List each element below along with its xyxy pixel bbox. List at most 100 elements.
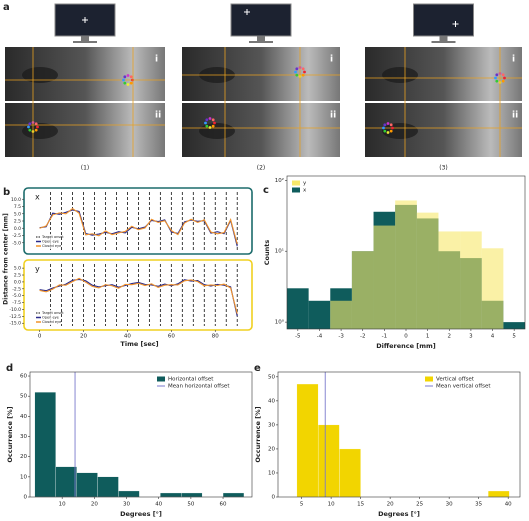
y-tick-label: 20 xyxy=(268,446,275,452)
histogram-bar xyxy=(487,490,510,498)
histogram-bar xyxy=(287,288,309,329)
subplot-label: y xyxy=(35,265,40,274)
y-tick-label: -5.0 xyxy=(12,293,21,299)
histogram-bar xyxy=(76,472,98,498)
y-tick-label: 40 xyxy=(20,414,27,420)
marker-dot xyxy=(295,67,299,71)
y-tick-label: 10.0 xyxy=(11,197,21,203)
monitor-base xyxy=(249,41,273,43)
series-line xyxy=(39,277,238,314)
x-tick-label: 10 xyxy=(328,502,335,508)
legend-label: y xyxy=(303,181,307,187)
y-tick-label: -12.5 xyxy=(9,314,21,320)
legend-swatch xyxy=(292,180,300,186)
x-tick-label: 50 xyxy=(187,502,194,508)
row-label: i xyxy=(155,55,158,65)
eye xyxy=(22,67,58,83)
x-tick-label: 20 xyxy=(387,502,394,508)
x-tick-label: 40 xyxy=(155,502,162,508)
series-line xyxy=(39,278,238,317)
row-label: i xyxy=(330,55,333,65)
eye xyxy=(382,123,418,139)
x-tick-label: 3 xyxy=(469,334,473,340)
legend-label: Closed eye xyxy=(42,320,61,324)
target-cross xyxy=(82,17,88,23)
marker-dot xyxy=(503,76,506,80)
marker-dot xyxy=(131,78,134,82)
histogram-bar xyxy=(97,476,119,498)
target-cross xyxy=(244,9,250,15)
histogram-bar xyxy=(181,492,203,498)
x-tick-label: -5 xyxy=(295,334,301,340)
marker-dot xyxy=(204,121,207,125)
marker-dot xyxy=(294,70,297,74)
monitor-stand xyxy=(257,36,265,41)
x-tick-label: -3 xyxy=(338,334,344,340)
x-tick-label: 80 xyxy=(212,334,219,340)
marker-dot xyxy=(34,122,38,126)
y-axis-label: Occurrence [%] xyxy=(6,406,14,462)
y-tick-label: -10.0 xyxy=(9,307,21,313)
y-axis-label: Distance from center [mm] xyxy=(3,213,10,305)
histogram-bar xyxy=(34,392,56,498)
marker-dot xyxy=(129,75,133,79)
legend-label: Target onset xyxy=(41,235,64,239)
marker-dot xyxy=(383,129,387,133)
legend-label: x xyxy=(303,188,307,194)
histogram-bar xyxy=(330,300,352,329)
y-tick-label: 30 xyxy=(268,422,275,428)
marker-dot xyxy=(36,125,39,129)
x-tick-label: 40 xyxy=(124,334,131,340)
legend-label: Horizontal offset xyxy=(168,377,214,383)
histogram-bar xyxy=(296,383,319,498)
x-tick-label: -1 xyxy=(382,334,387,340)
marker-dot xyxy=(208,117,212,120)
legend-label: Open eye xyxy=(42,240,59,244)
legend-label: Vertical offset xyxy=(436,377,475,383)
row-label: ii xyxy=(330,111,336,121)
marker-dot xyxy=(495,73,499,77)
x-tick-label: -4 xyxy=(317,334,323,340)
marker-dot xyxy=(126,74,130,77)
marker-dot xyxy=(205,124,209,128)
y-tick-label: 10 xyxy=(20,474,27,480)
histogram-bar xyxy=(118,490,140,498)
plot-frame xyxy=(277,371,521,498)
x-tick-label: 20 xyxy=(91,502,98,508)
monitor-stand xyxy=(439,36,448,41)
y-tick-label: 20 xyxy=(20,454,27,460)
marker-dot xyxy=(389,123,393,127)
histogram-bar xyxy=(317,424,340,498)
x-tick-label: 40 xyxy=(505,502,512,508)
x-axis-label: Difference [mm] xyxy=(376,342,436,350)
series-line xyxy=(39,207,238,245)
y-tick-label: 10² xyxy=(275,177,284,184)
legend-label: Closed eye xyxy=(42,244,61,248)
marker-dot xyxy=(129,81,133,85)
y-axis-label: Counts xyxy=(263,240,271,266)
y-tick-label: 40 xyxy=(268,398,275,404)
histogram-bar xyxy=(438,231,461,329)
x-tick-label: 60 xyxy=(220,502,227,508)
monitor-base xyxy=(431,41,456,43)
histogram-bar xyxy=(308,300,331,329)
y-tick-label: 30 xyxy=(20,434,27,440)
histogram-bar xyxy=(481,248,504,329)
marker-dot xyxy=(382,126,385,130)
histogram-bar xyxy=(351,251,374,329)
eye xyxy=(382,67,418,83)
y-tick-label: 7.5 xyxy=(14,204,21,210)
marker-dot xyxy=(494,76,497,80)
x-tick-label: -2 xyxy=(360,334,365,340)
histogram-bar xyxy=(55,466,77,498)
y-tick-label: -7.5 xyxy=(12,300,21,306)
legend-swatch xyxy=(292,187,300,193)
eye xyxy=(199,123,235,139)
marker-dot xyxy=(386,131,390,134)
x-tick-label: 0 xyxy=(404,334,408,340)
marker-dot xyxy=(389,129,393,133)
column-label: (3) xyxy=(439,165,448,172)
y-tick-label: 2.5 xyxy=(14,219,21,225)
monitor-stand xyxy=(81,36,89,41)
